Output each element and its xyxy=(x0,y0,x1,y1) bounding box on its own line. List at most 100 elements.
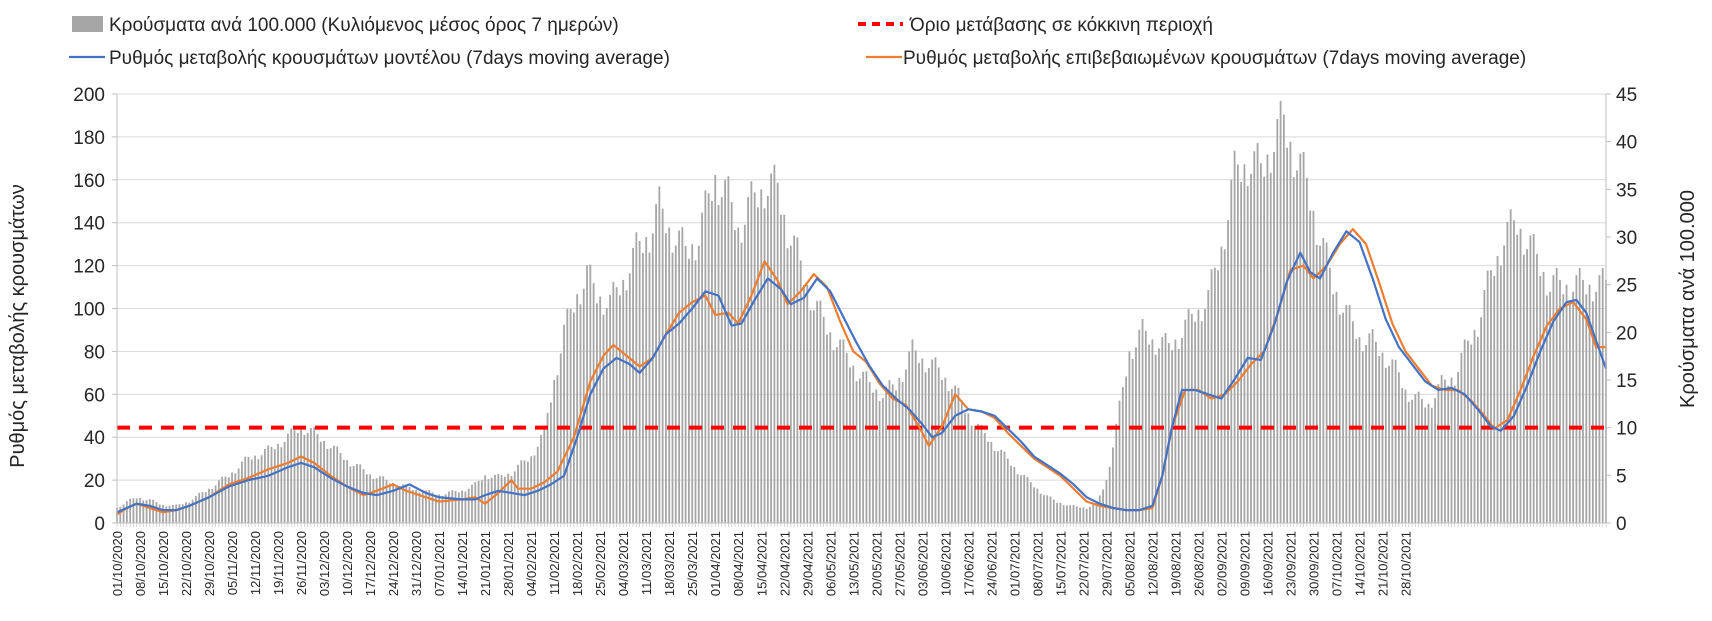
y-left-axis-title: Ρυθμός μεταβολής κρουσμάτων xyxy=(7,184,29,468)
bar xyxy=(868,382,871,523)
bar xyxy=(553,380,556,523)
x-tick-label: 21/10/2021 xyxy=(1375,531,1390,596)
bar xyxy=(1069,505,1072,523)
bar xyxy=(273,449,276,523)
bar xyxy=(1460,352,1463,523)
bar xyxy=(1582,279,1584,523)
y-left-tick-label: 140 xyxy=(73,214,105,235)
bar xyxy=(464,491,467,523)
bar xyxy=(1342,312,1344,523)
bar xyxy=(175,504,178,523)
bar xyxy=(865,371,868,523)
bar xyxy=(1519,228,1522,523)
bar xyxy=(415,489,418,523)
legend-model-label: Ρυθμός μεταβολής κρουσμάτων μοντέλου (7d… xyxy=(109,48,670,69)
bar xyxy=(714,175,717,523)
bar xyxy=(122,504,125,523)
bar xyxy=(1003,451,1006,523)
bar xyxy=(1315,244,1318,523)
bar xyxy=(987,441,989,523)
bar xyxy=(214,485,217,523)
bar xyxy=(375,478,378,523)
bar xyxy=(181,504,184,523)
bar xyxy=(546,412,549,523)
bar xyxy=(1089,506,1091,523)
bar xyxy=(684,245,687,523)
x-tick-label: 05/11/2020 xyxy=(225,531,240,595)
bar xyxy=(1118,400,1121,523)
bar xyxy=(918,362,920,523)
bar xyxy=(737,227,740,523)
bar xyxy=(185,502,187,523)
bar xyxy=(257,459,260,523)
bar xyxy=(1266,154,1269,523)
bar xyxy=(490,477,493,523)
bar xyxy=(346,460,348,523)
bar xyxy=(372,478,375,523)
bar xyxy=(1204,309,1206,523)
x-tick-label: 29/04/2021 xyxy=(800,531,815,596)
bar xyxy=(1013,466,1016,523)
bar xyxy=(678,230,680,523)
x-tick-label: 23/09/2021 xyxy=(1283,531,1298,596)
bar xyxy=(385,479,388,523)
bar xyxy=(875,389,878,523)
bar xyxy=(201,492,204,523)
bar xyxy=(812,310,815,523)
bar xyxy=(1348,304,1351,523)
lines-series xyxy=(116,228,1608,516)
bar xyxy=(444,494,447,523)
bar xyxy=(609,294,611,523)
bar xyxy=(1332,294,1335,523)
bar xyxy=(405,484,408,523)
bar xyxy=(789,245,792,523)
bar xyxy=(914,350,917,523)
bar xyxy=(1282,114,1285,523)
bar xyxy=(402,484,404,523)
bar xyxy=(1480,317,1482,523)
bar xyxy=(1072,505,1075,523)
bar xyxy=(388,483,391,523)
bar xyxy=(977,423,980,523)
bar xyxy=(1075,506,1078,523)
y-right-tick-label: 5 xyxy=(1616,466,1627,487)
bar xyxy=(1158,348,1160,523)
bar xyxy=(888,380,891,523)
bar xyxy=(701,212,703,524)
bar xyxy=(1190,313,1193,523)
bar xyxy=(619,295,621,523)
legend-confirmed-label: Ρυθμός μεταβολής επιβεβαιωμένων κρουσμάτ… xyxy=(903,48,1526,69)
bar xyxy=(872,392,874,523)
bar xyxy=(1207,290,1210,523)
bar xyxy=(1549,291,1552,523)
bar xyxy=(428,490,431,523)
bar xyxy=(1338,314,1341,523)
x-tick-label: 28/10/2021 xyxy=(1398,531,1413,596)
bar xyxy=(1427,403,1430,523)
bar xyxy=(766,195,769,523)
bar xyxy=(957,387,960,523)
bar xyxy=(1259,163,1262,523)
bar xyxy=(135,498,138,523)
bar xyxy=(1276,118,1279,523)
bar xyxy=(1388,365,1390,523)
bar xyxy=(342,459,345,523)
bar xyxy=(1450,377,1453,523)
x-tick-label: 03/12/2020 xyxy=(317,531,332,596)
bar xyxy=(1473,329,1476,523)
bar xyxy=(1601,267,1604,523)
bar xyxy=(237,468,240,523)
bar xyxy=(605,308,608,523)
bar xyxy=(1023,474,1026,523)
bar xyxy=(559,353,562,523)
bar xyxy=(329,448,332,523)
bar xyxy=(569,309,572,523)
bar xyxy=(1305,177,1308,524)
y-left-tick-label: 200 xyxy=(73,85,105,106)
bar xyxy=(171,504,174,523)
bar xyxy=(438,494,441,523)
bar xyxy=(333,445,335,523)
bar xyxy=(816,300,819,523)
bar xyxy=(461,490,464,523)
